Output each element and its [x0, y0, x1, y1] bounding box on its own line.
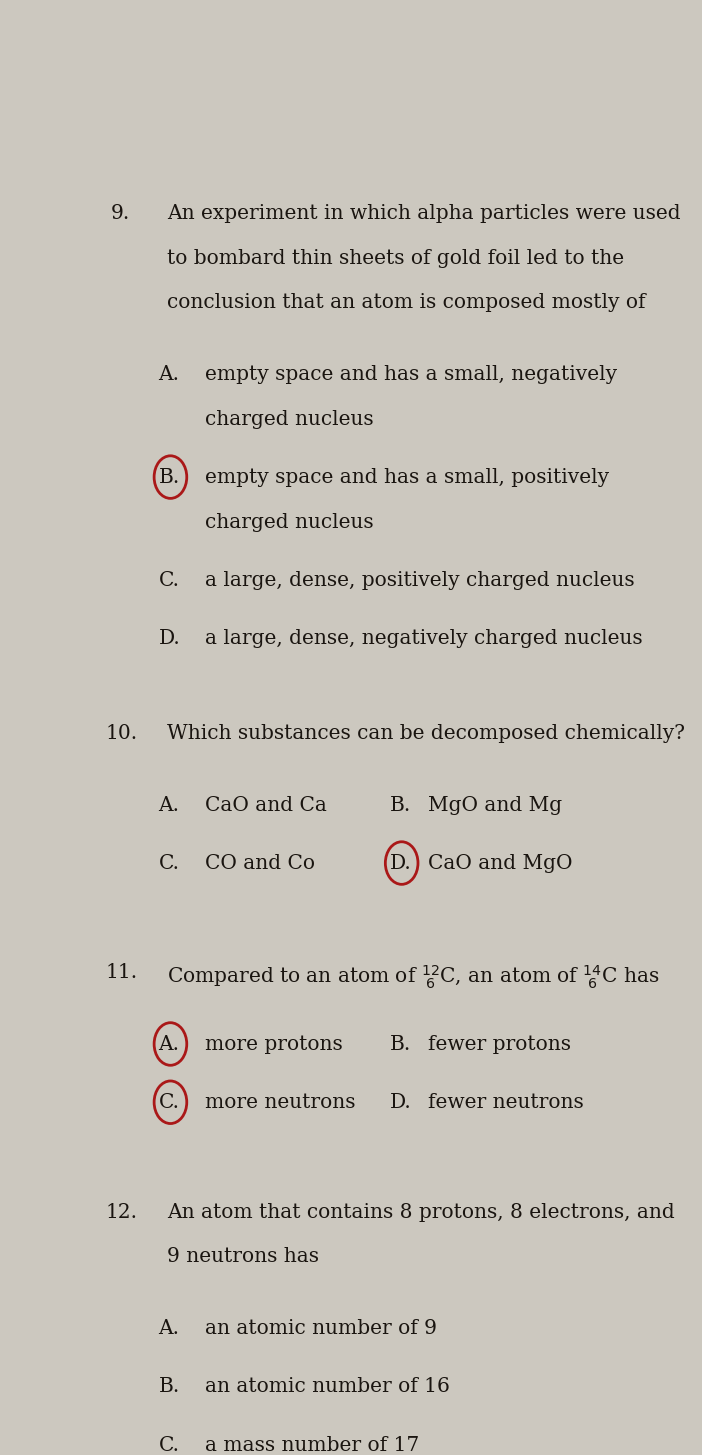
Text: An experiment in which alpha particles were used: An experiment in which alpha particles w…	[166, 204, 680, 223]
Text: C.: C.	[159, 854, 180, 873]
Text: A.: A.	[159, 1320, 180, 1339]
Text: D.: D.	[390, 854, 411, 873]
Text: CaO and MgO: CaO and MgO	[428, 854, 572, 873]
Text: Which substances can be decomposed chemically?: Which substances can be decomposed chemi…	[166, 725, 684, 744]
Text: an atomic number of 16: an atomic number of 16	[205, 1378, 449, 1397]
Text: charged nucleus: charged nucleus	[205, 410, 373, 429]
Text: An atom that contains 8 protons, 8 electrons, and: An atom that contains 8 protons, 8 elect…	[166, 1202, 675, 1222]
Text: D.: D.	[159, 630, 180, 649]
Text: MgO and Mg: MgO and Mg	[428, 796, 562, 815]
Text: Compared to an atom of $^{12}_{\ 6}$C, an atom of $^{14}_{\ 6}$C has: Compared to an atom of $^{12}_{\ 6}$C, a…	[166, 963, 659, 991]
Text: 12.: 12.	[105, 1202, 137, 1222]
Text: more neutrons: more neutrons	[205, 1093, 355, 1112]
Text: A.: A.	[159, 796, 180, 815]
Text: CO and Co: CO and Co	[205, 854, 314, 873]
Text: empty space and has a small, positively: empty space and has a small, positively	[205, 469, 609, 487]
Text: C.: C.	[159, 1093, 180, 1112]
Text: C.: C.	[159, 572, 180, 591]
Text: fewer protons: fewer protons	[428, 1035, 571, 1053]
Text: 9 neutrons has: 9 neutrons has	[166, 1247, 319, 1266]
Text: 9.: 9.	[111, 204, 130, 223]
Text: empty space and has a small, negatively: empty space and has a small, negatively	[205, 365, 617, 384]
Text: conclusion that an atom is composed mostly of: conclusion that an atom is composed most…	[166, 294, 645, 313]
Text: C.: C.	[159, 1436, 180, 1455]
Text: A.: A.	[159, 1035, 180, 1053]
Text: to bombard thin sheets of gold foil led to the: to bombard thin sheets of gold foil led …	[166, 249, 624, 268]
Text: a large, dense, positively charged nucleus: a large, dense, positively charged nucle…	[205, 572, 635, 591]
Text: 11.: 11.	[105, 963, 138, 982]
Text: A.: A.	[159, 365, 180, 384]
Text: B.: B.	[390, 796, 411, 815]
Text: 10.: 10.	[105, 725, 138, 744]
Text: fewer neutrons: fewer neutrons	[428, 1093, 583, 1112]
Text: more protons: more protons	[205, 1035, 343, 1053]
Text: B.: B.	[159, 1378, 180, 1397]
Text: charged nucleus: charged nucleus	[205, 514, 373, 533]
Text: a large, dense, negatively charged nucleus: a large, dense, negatively charged nucle…	[205, 630, 642, 649]
Text: D.: D.	[390, 1093, 411, 1112]
Text: an atomic number of 9: an atomic number of 9	[205, 1320, 437, 1339]
Text: a mass number of 17: a mass number of 17	[205, 1436, 419, 1455]
Text: B.: B.	[390, 1035, 411, 1053]
Text: B.: B.	[159, 469, 180, 487]
Text: CaO and Ca: CaO and Ca	[205, 796, 326, 815]
